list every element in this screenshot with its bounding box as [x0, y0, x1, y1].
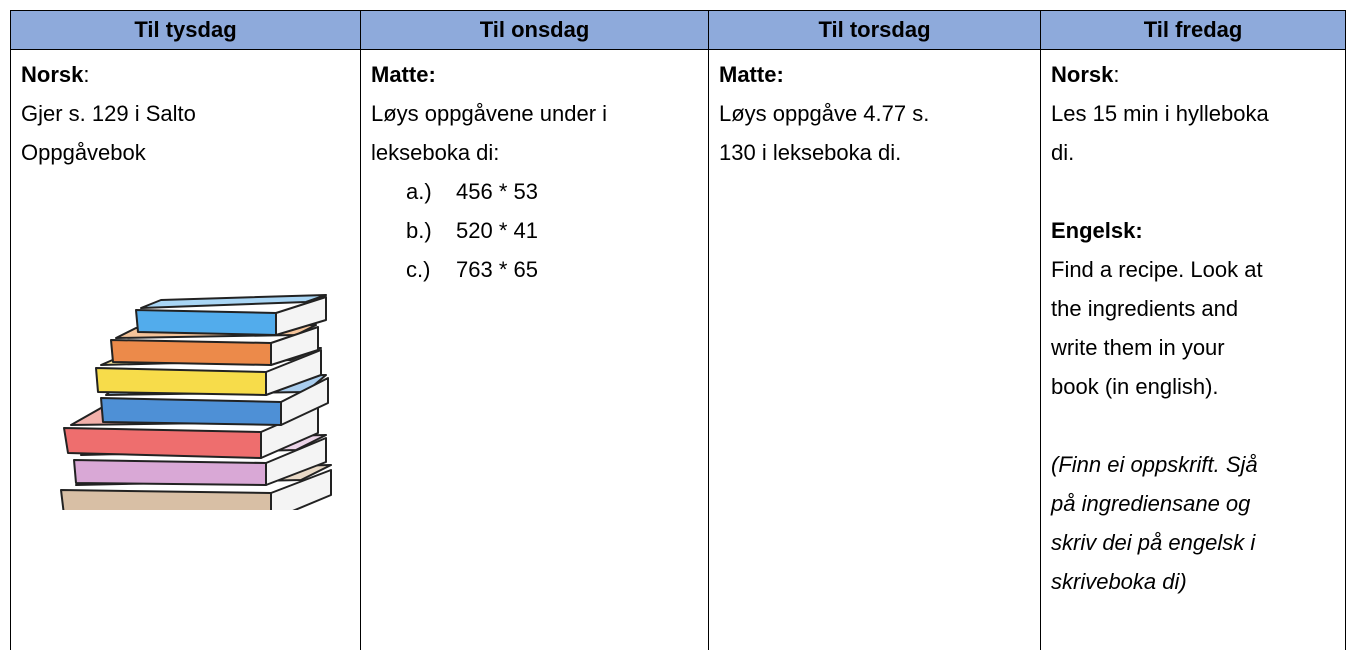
text-line: lekseboka di: — [371, 133, 708, 172]
list-marker: c.) — [406, 250, 456, 289]
homework-table: Til tysdag Til onsdag Til torsdag Til fr… — [10, 10, 1346, 650]
text-line: skriveboka di) — [1051, 562, 1345, 601]
text-line: Gjer s. 129 i Salto — [21, 94, 360, 133]
list-marker: a.) — [406, 172, 456, 211]
text-line: Les 15 min i hylleboka — [1051, 94, 1345, 133]
list-text: 520 * 41 — [456, 218, 538, 243]
subject-suffix: : — [83, 62, 89, 87]
text-line: Løys oppgåve 4.77 s. — [719, 94, 1040, 133]
subject: Norsk — [21, 62, 83, 87]
subject: Engelsk: — [1051, 211, 1345, 250]
subject-line: Norsk: — [21, 55, 360, 94]
cell: Norsk: Les 15 min i hylleboka di. Engels… — [1040, 50, 1346, 650]
text-line: på ingrediensane og — [1051, 484, 1345, 523]
subject: Matte: — [371, 55, 708, 94]
text-line: Oppgåvebok — [21, 133, 360, 172]
text-line: Løys oppgåvene under i — [371, 94, 708, 133]
list-item: a.)456 * 53 — [371, 172, 708, 211]
text-line: write them in your — [1051, 328, 1345, 367]
header-cell: Til torsdag — [708, 10, 1041, 50]
subject: Norsk — [1051, 62, 1113, 87]
text-line: (Finn ei oppskrift. Sjå — [1051, 445, 1345, 484]
spacer — [1051, 172, 1345, 211]
cell: Matte: Løys oppgåve 4.77 s. 130 i lekseb… — [708, 50, 1041, 650]
header-cell: Til onsdag — [360, 10, 709, 50]
list-item: c.)763 * 65 — [371, 250, 708, 289]
header-cell: Til fredag — [1040, 10, 1346, 50]
subject-line: Norsk: — [1051, 55, 1345, 94]
text-line: skriv dei på engelsk i — [1051, 523, 1345, 562]
text-line: di. — [1051, 133, 1345, 172]
books-illustration — [56, 280, 346, 510]
text-line: 130 i lekseboka di. — [719, 133, 1040, 172]
text-line: Find a recipe. Look at — [1051, 250, 1345, 289]
text-line: the ingredients and — [1051, 289, 1345, 328]
subject: Matte: — [719, 55, 1040, 94]
text-line: book (in english). — [1051, 367, 1345, 406]
page: Til tysdag Til onsdag Til torsdag Til fr… — [0, 0, 1357, 594]
list-marker: b.) — [406, 211, 456, 250]
list-text: 763 * 65 — [456, 257, 538, 282]
subject-suffix: : — [1113, 62, 1119, 87]
cell: Norsk: Gjer s. 129 i Salto Oppgåvebok — [10, 50, 361, 650]
cell: Matte: Løys oppgåvene under i lekseboka … — [360, 50, 709, 650]
list-text: 456 * 53 — [456, 179, 538, 204]
list-item: b.)520 * 41 — [371, 211, 708, 250]
spacer — [1051, 406, 1345, 445]
header-cell: Til tysdag — [10, 10, 361, 50]
